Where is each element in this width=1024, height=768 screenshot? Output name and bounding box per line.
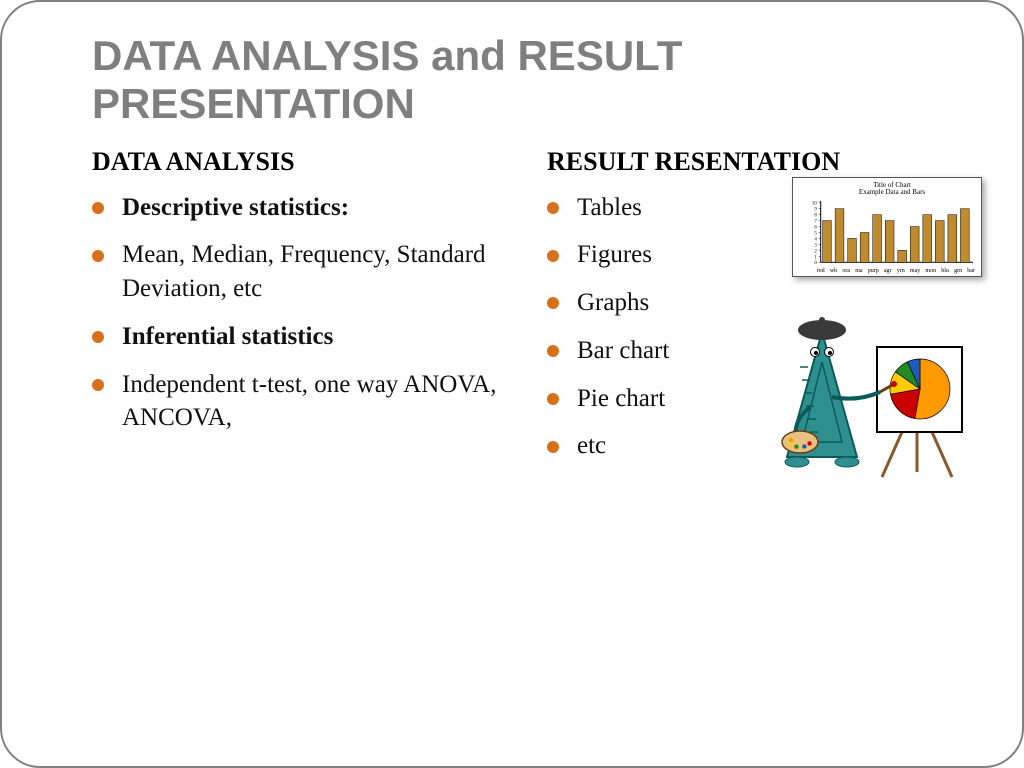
list-item: Descriptive statistics:: [92, 191, 517, 225]
list-item: Independent t-test, one way ANOVA, ANCOV…: [92, 368, 517, 436]
svg-text:10: 10: [812, 202, 817, 207]
slide: DATA ANALYSIS and RESULT PRESENTATION DA…: [0, 0, 1024, 768]
columns: DATA ANALYSIS Descriptive statistics: Mea…: [92, 147, 972, 478]
painter-svg: [772, 312, 972, 482]
right-column: RESULT RESENTATION TablesFiguresGraphsBa…: [547, 147, 972, 478]
svg-text:9: 9: [814, 208, 817, 213]
left-column: DATA ANALYSIS Descriptive statistics: Mea…: [92, 147, 517, 478]
slide-title: DATA ANALYSIS and RESULT PRESENTATION: [92, 32, 972, 129]
svg-text:6: 6: [814, 226, 817, 231]
svg-text:3: 3: [814, 244, 817, 249]
list-item: Mean, Median, Frequency, Standard Deviat…: [92, 238, 517, 306]
list-item: Inferential statistics: [92, 320, 517, 354]
barchart-xlabels: redwhoramapurpagryrnmaymonblugrnbar: [809, 268, 975, 274]
painter-illustration: [772, 312, 972, 482]
barchart-illustration: Title of Chart Example Data and Bars 012…: [792, 177, 982, 277]
svg-text:7: 7: [814, 220, 817, 225]
svg-text:5: 5: [814, 232, 817, 237]
left-list: Descriptive statistics: Mean, Median, Fre…: [92, 191, 517, 436]
left-heading: DATA ANALYSIS: [92, 147, 517, 177]
svg-text:4: 4: [814, 238, 817, 243]
svg-text:1: 1: [814, 256, 817, 261]
barchart-svg: 012345678910: [809, 198, 975, 268]
right-heading: RESULT RESENTATION: [547, 147, 972, 177]
svg-text:0: 0: [814, 262, 817, 267]
barchart-title: Title of Chart Example Data and Bars: [809, 182, 975, 197]
svg-text:8: 8: [814, 214, 817, 219]
svg-text:2: 2: [814, 250, 817, 255]
